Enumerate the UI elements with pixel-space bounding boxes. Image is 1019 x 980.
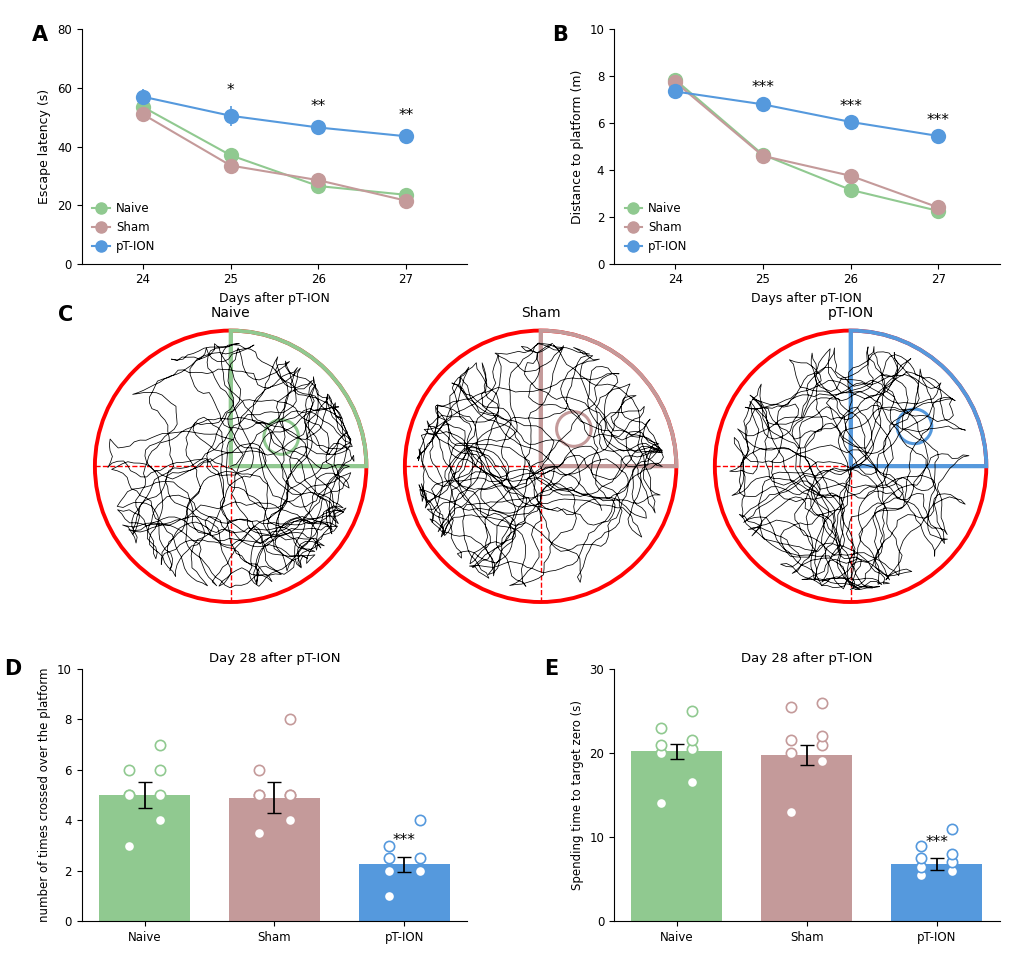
Text: Naive: Naive <box>211 306 251 319</box>
Point <box>380 851 396 866</box>
Point <box>412 812 428 828</box>
Point <box>652 720 668 736</box>
Point <box>152 762 168 778</box>
Point <box>380 838 396 854</box>
Point <box>251 787 267 803</box>
Text: ***: *** <box>926 113 949 127</box>
Point <box>152 812 168 828</box>
Point <box>813 695 829 710</box>
Point <box>783 745 799 760</box>
Point <box>684 733 700 749</box>
Text: ***: *** <box>751 80 773 95</box>
Point <box>652 745 668 760</box>
Y-axis label: Distance to platform (m): Distance to platform (m) <box>571 70 583 223</box>
Point <box>412 863 428 879</box>
Bar <box>229 798 320 921</box>
Text: C: C <box>58 306 73 325</box>
Point <box>684 741 700 757</box>
Title: Day 28 after pT-ION: Day 28 after pT-ION <box>209 652 340 665</box>
Point <box>652 737 668 753</box>
Y-axis label: Spending time to target zero (s): Spending time to target zero (s) <box>571 700 583 890</box>
Text: pT-ION: pT-ION <box>826 306 873 319</box>
Point <box>912 851 928 866</box>
Point <box>412 863 428 879</box>
Point <box>813 728 829 744</box>
Point <box>813 754 829 769</box>
Point <box>912 867 928 883</box>
X-axis label: Days after pT-ION: Days after pT-ION <box>751 292 861 305</box>
Text: **: ** <box>398 108 413 123</box>
Y-axis label: number of times crossed over the platform: number of times crossed over the platfor… <box>39 667 51 922</box>
Point <box>281 711 298 727</box>
Point <box>120 838 137 854</box>
Text: B: B <box>551 24 568 45</box>
Point <box>684 774 700 790</box>
Bar <box>760 755 851 921</box>
Legend: Naive, Sham, pT-ION: Naive, Sham, pT-ION <box>88 197 160 258</box>
Point <box>813 737 829 753</box>
Text: *: * <box>226 83 234 98</box>
Point <box>412 851 428 866</box>
Title: Day 28 after pT-ION: Day 28 after pT-ION <box>740 652 871 665</box>
Bar <box>891 864 981 921</box>
Point <box>783 699 799 714</box>
Text: Sham: Sham <box>521 306 559 319</box>
Point <box>912 838 928 854</box>
Text: ***: *** <box>839 99 861 114</box>
Point <box>281 787 298 803</box>
Point <box>120 762 137 778</box>
Point <box>944 821 960 837</box>
Point <box>251 825 267 841</box>
Point <box>251 762 267 778</box>
Point <box>152 737 168 753</box>
Point <box>684 704 700 719</box>
Point <box>281 787 298 803</box>
Point <box>152 787 168 803</box>
Point <box>251 787 267 803</box>
Text: D: D <box>4 659 21 679</box>
Point <box>380 863 396 879</box>
Text: E: E <box>544 659 558 679</box>
Bar <box>631 752 721 921</box>
Point <box>944 846 960 861</box>
Point <box>944 863 960 879</box>
X-axis label: Days after pT-ION: Days after pT-ION <box>219 292 329 305</box>
Text: **: ** <box>311 99 326 115</box>
Text: ***: *** <box>392 833 416 848</box>
Bar <box>359 864 449 921</box>
Point <box>783 804 799 819</box>
Point <box>281 812 298 828</box>
Point <box>652 796 668 811</box>
Point <box>120 787 137 803</box>
Point <box>783 733 799 749</box>
Y-axis label: Escape latency (s): Escape latency (s) <box>39 89 51 204</box>
Text: ***: *** <box>924 835 947 850</box>
Bar <box>99 795 190 921</box>
Point <box>380 888 396 904</box>
Legend: Naive, Sham, pT-ION: Naive, Sham, pT-ION <box>620 197 692 258</box>
Point <box>912 858 928 874</box>
Text: A: A <box>32 24 48 45</box>
Point <box>120 787 137 803</box>
Point <box>944 855 960 870</box>
